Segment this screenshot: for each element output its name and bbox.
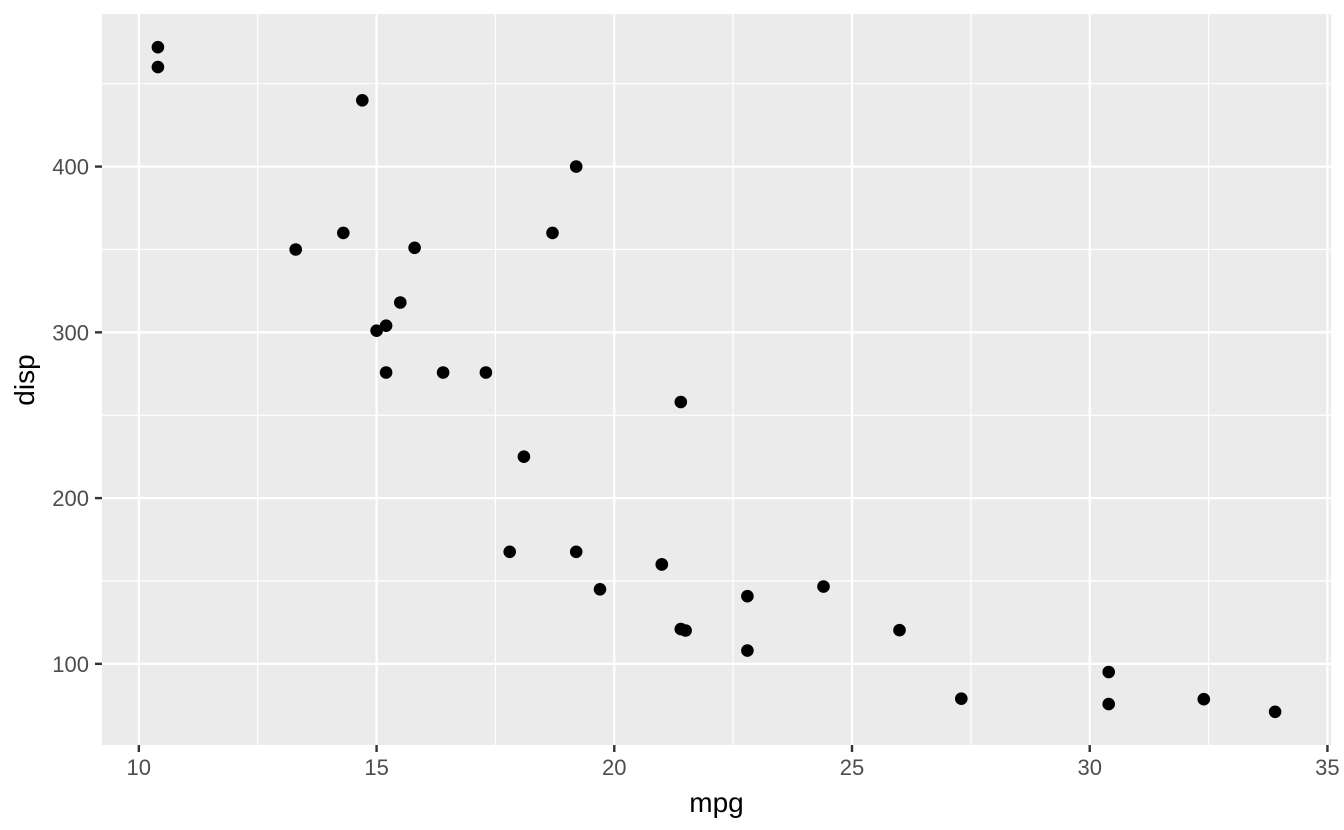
y-tick-label: 400 — [52, 155, 89, 180]
x-tick-label: 20 — [602, 755, 626, 780]
data-point — [1197, 692, 1211, 706]
data-point — [569, 160, 583, 173]
data-point — [674, 622, 688, 636]
data-point — [1268, 705, 1282, 719]
data-point — [394, 296, 407, 309]
x-tick-label: 10 — [127, 755, 151, 780]
data-point — [655, 558, 669, 571]
data-point — [436, 366, 450, 379]
data-point — [741, 644, 754, 657]
data-point — [817, 580, 830, 593]
x-tick-label: 35 — [1315, 755, 1339, 780]
data-point — [546, 226, 559, 240]
data-point — [1102, 697, 1115, 711]
minor-gridlines — [102, 14, 1331, 745]
data-point — [356, 94, 369, 107]
data-point — [593, 583, 607, 596]
y-tick-label: 200 — [52, 486, 89, 511]
data-point — [569, 545, 583, 559]
data-points — [151, 40, 1282, 719]
data-point — [370, 324, 383, 338]
x-tick-label: 15 — [364, 755, 388, 780]
data-point — [674, 395, 688, 409]
data-point — [955, 692, 968, 705]
data-point — [408, 241, 421, 255]
y-axis-title: disp — [9, 354, 40, 406]
y-tick-label: 300 — [52, 320, 89, 345]
x-tick-label: 25 — [840, 755, 864, 780]
data-point — [517, 450, 531, 464]
major-gridlines — [102, 14, 1331, 745]
x-tick-label: 30 — [1077, 755, 1101, 780]
axis-tick-marks — [95, 165, 1329, 752]
data-point — [337, 226, 350, 240]
plot-panel-background — [102, 14, 1331, 745]
data-point — [379, 366, 393, 379]
y-tick-label: 100 — [52, 652, 89, 677]
data-point — [1102, 665, 1115, 679]
x-axis-title: mpg — [689, 787, 744, 818]
data-point — [151, 60, 165, 74]
data-point — [151, 40, 165, 54]
data-point — [503, 545, 516, 559]
axis-tick-labels: 10 15 20 25 30 35 100 200 300 400 — [52, 155, 1339, 780]
data-point — [893, 623, 906, 637]
data-point — [741, 589, 754, 603]
data-point — [289, 243, 303, 256]
data-point — [379, 319, 393, 333]
data-point — [479, 366, 493, 379]
